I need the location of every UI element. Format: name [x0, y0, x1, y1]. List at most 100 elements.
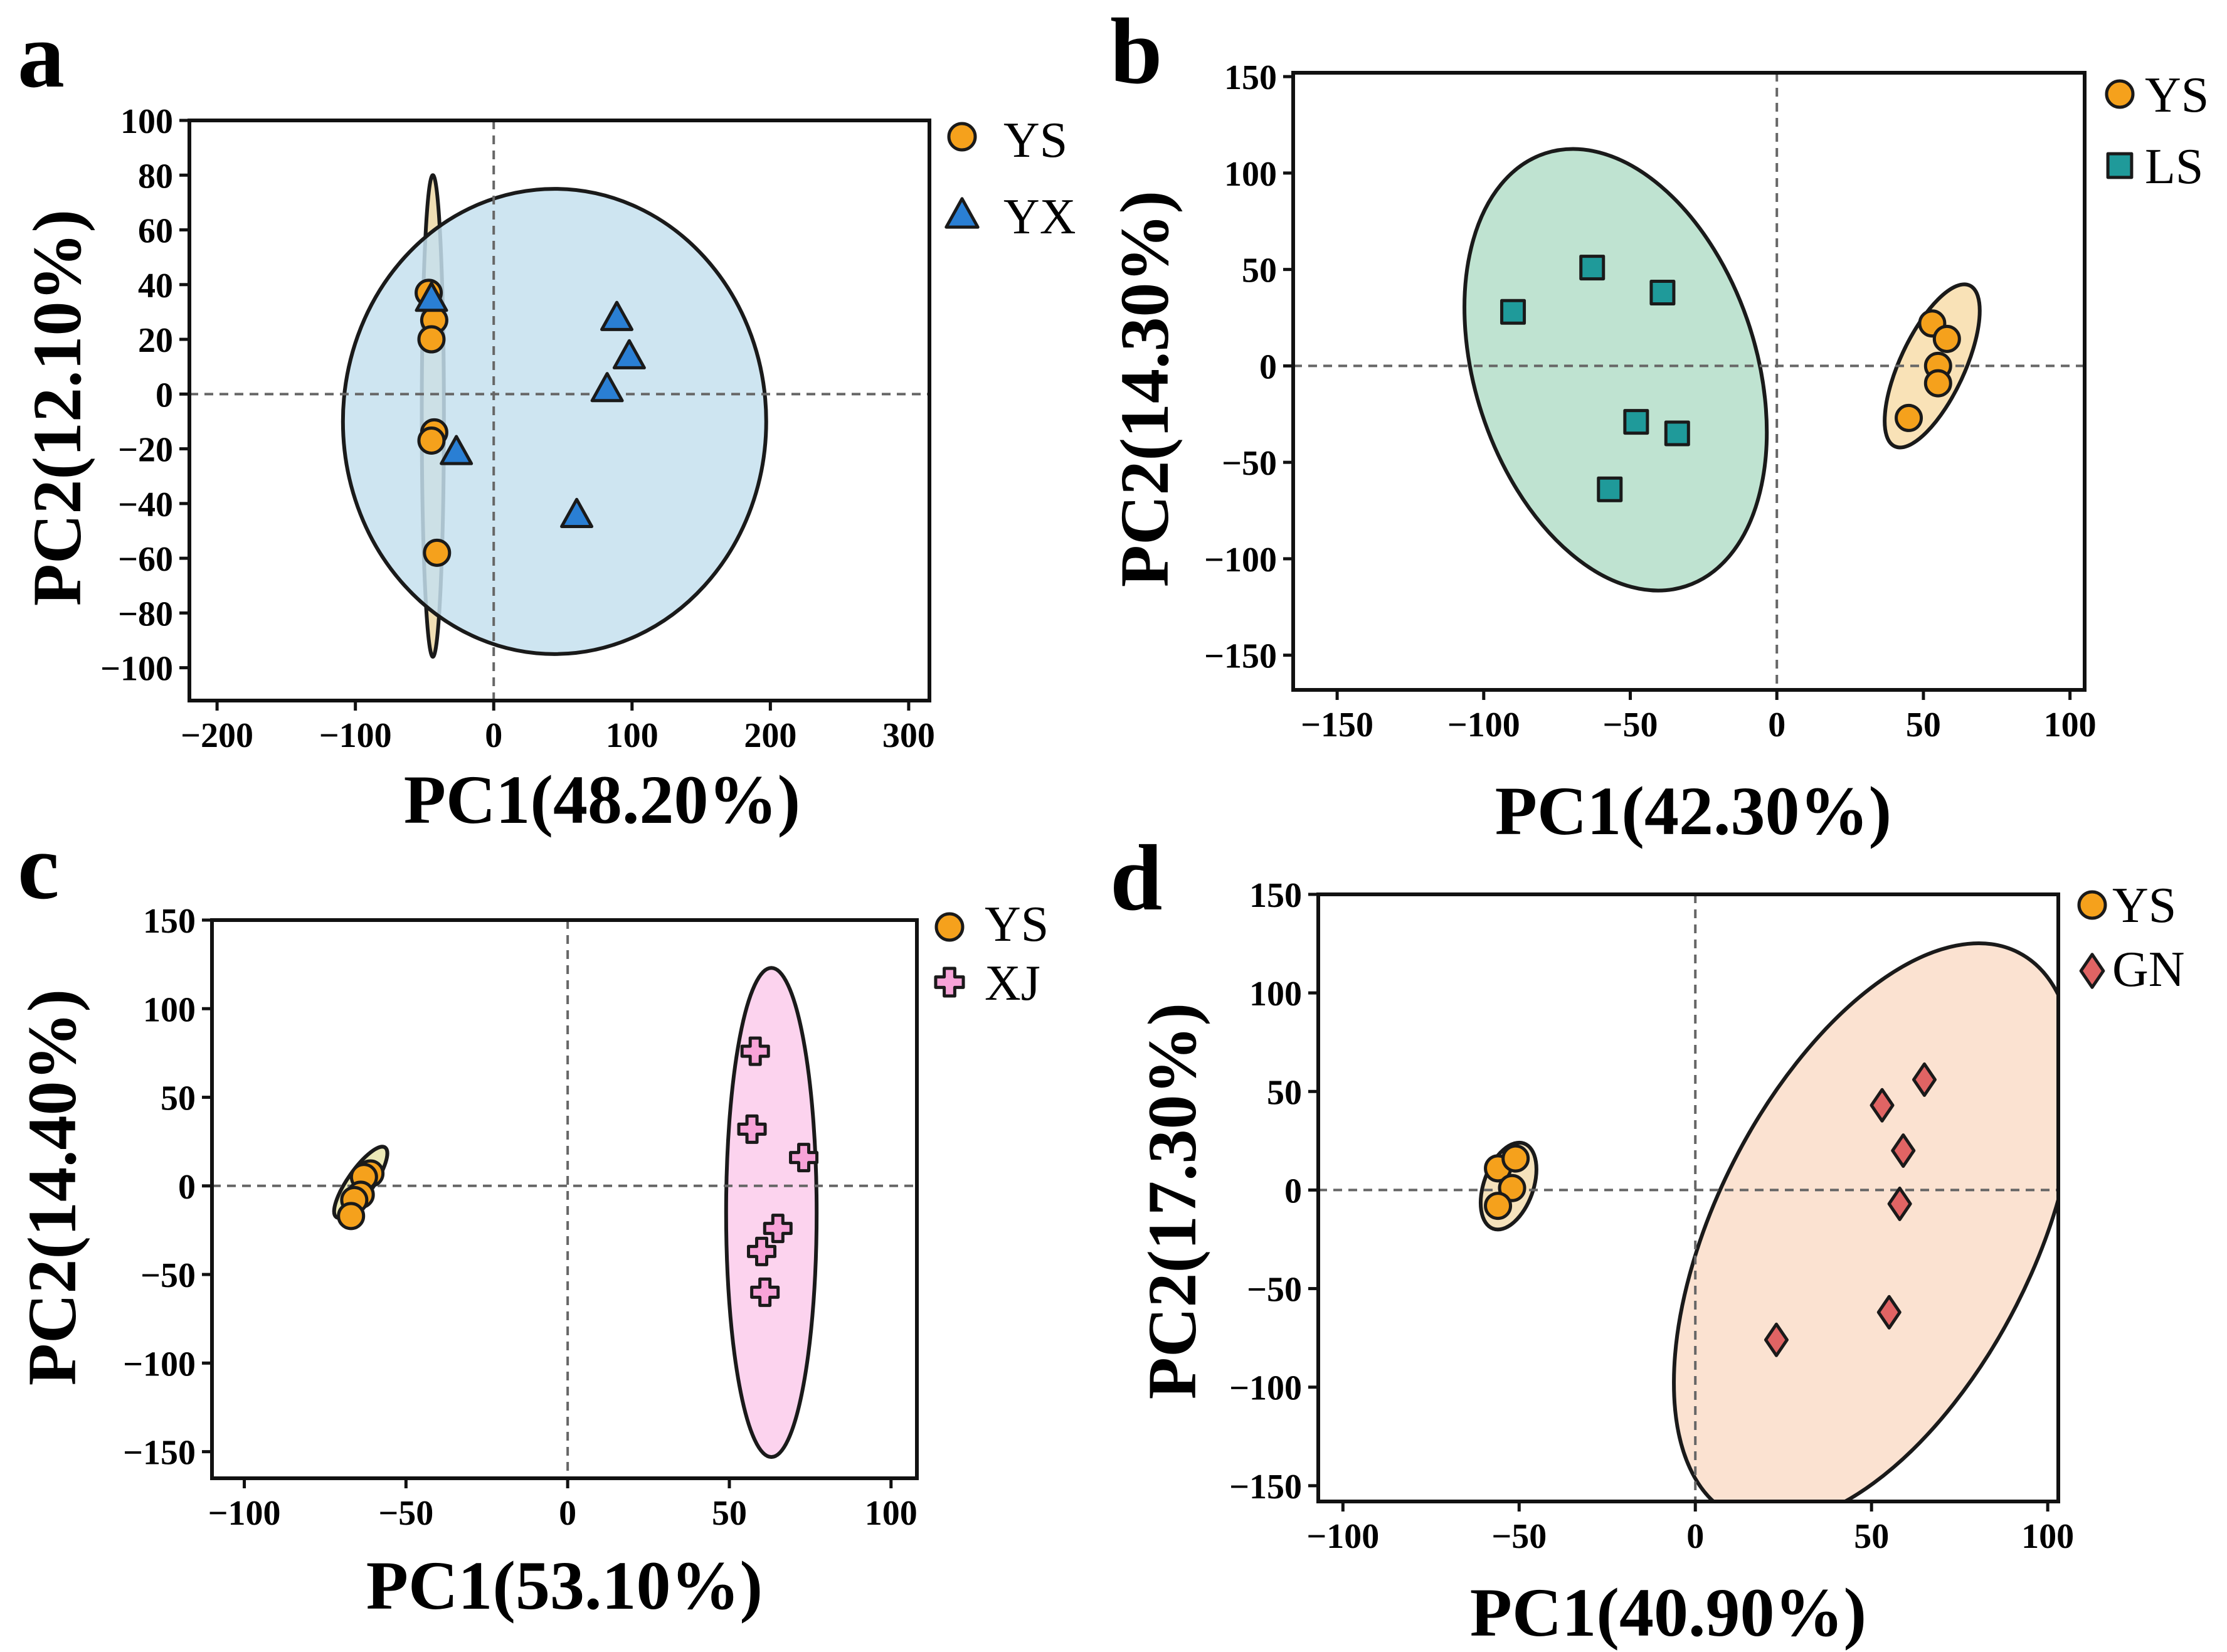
- x-tick-label-d: −50: [1491, 1517, 1547, 1556]
- point-a-ys: [423, 538, 452, 567]
- y-axis-title-d: PC2(17.30%): [1134, 1003, 1210, 1399]
- point-b-ls: [1623, 409, 1649, 435]
- x-tick-label-d: 50: [1854, 1517, 1889, 1556]
- legend-symbol-d-gn: [2079, 953, 2105, 989]
- point-d-gn: [1887, 1186, 1912, 1221]
- ellipse-a-yx: [341, 187, 768, 656]
- panel-letter-d: d: [1110, 826, 1162, 930]
- x-tick-label-b: −50: [1603, 706, 1658, 744]
- x-tick-label-a: 300: [882, 716, 935, 755]
- x-tick-label-d: 100: [2021, 1517, 2074, 1556]
- plot-content-d: [1318, 894, 2058, 1501]
- legend-a: YS YX: [944, 113, 1076, 245]
- x-axis-title-b: PC1(42.30%): [1495, 773, 1891, 849]
- point-c-xj: [750, 1277, 780, 1307]
- x-tick-label-c: 0: [559, 1494, 576, 1533]
- x-tick-label-a: −200: [181, 716, 253, 755]
- point-b-ls: [1579, 255, 1605, 281]
- y-tick-label-a: −20: [118, 431, 173, 470]
- plot-area-c: −100 −50 0 50 100 150 100 50 0 −50 −100 −150: [123, 902, 919, 1533]
- x-tick-label-b: 100: [2044, 706, 2097, 744]
- legend-symbol-a-ys: [947, 122, 977, 152]
- y-tick-label-c: 100: [143, 990, 196, 1029]
- legend-label-b-ys: YS: [2145, 68, 2209, 123]
- y-axis-title-b: PC2(14.30%): [1106, 191, 1183, 587]
- y-tick-label-b: 150: [1224, 58, 1277, 97]
- x-tick-label-b: −150: [1301, 706, 1373, 744]
- x-tick-label-b: 50: [1906, 706, 1941, 744]
- y-tick-label-c: −50: [140, 1256, 196, 1295]
- y-tick-label-a: 80: [138, 157, 173, 196]
- point-a-yx: [590, 372, 624, 403]
- point-a-ys: [417, 426, 446, 455]
- plot-content-a: [189, 120, 929, 701]
- legend-b: YS LS: [2105, 68, 2209, 194]
- plot-content-c: [212, 920, 917, 1478]
- y-tick-label-b: −150: [1204, 637, 1277, 676]
- y-tick-label-d: 0: [1284, 1172, 1302, 1210]
- point-b-ys: [1895, 403, 1923, 432]
- legend-symbol-c-xj: [934, 966, 965, 998]
- plot-content-b: [1293, 73, 2085, 690]
- point-b-ls: [1649, 280, 1676, 306]
- y-tick-label-d: −50: [1247, 1271, 1302, 1310]
- x-tick-label-c: 50: [712, 1494, 747, 1533]
- legend-label-c-xj: XJ: [985, 956, 1040, 1011]
- x-axis-title-c: PC1(53.10%): [366, 1547, 763, 1624]
- panel-letter-c: c: [18, 815, 60, 919]
- point-d-gn: [1912, 1062, 1937, 1097]
- plot-frame-a: [188, 119, 931, 702]
- legend-label-b-ls: LS: [2145, 139, 2203, 194]
- x-tick-label-d: 0: [1686, 1517, 1704, 1556]
- plot-frame-c: [210, 918, 919, 1480]
- point-b-ls: [1597, 476, 1623, 502]
- legend-marker-c-xj: [934, 966, 965, 998]
- y-tick-label-b: 50: [1242, 252, 1277, 290]
- y-tick-label-a: −100: [100, 650, 173, 689]
- x-axis-title-a: PC1(48.20%): [404, 761, 800, 838]
- panel-letter-b: b: [1110, 0, 1162, 103]
- legend-symbol-c-ys: [934, 912, 965, 942]
- x-tick-label-a: 100: [606, 716, 659, 755]
- panel-letter-a: a: [18, 3, 65, 107]
- plot-frame-d: [1316, 892, 2060, 1503]
- point-b-ys: [1932, 324, 1961, 353]
- point-d-gn: [1876, 1295, 1902, 1330]
- legend-symbol-d-ys: [2077, 890, 2107, 920]
- legend-symbol-b-ls: [2106, 152, 2134, 179]
- ellipse-d-gn: [1672, 941, 2058, 1501]
- y-tick-label-a: −40: [118, 485, 173, 524]
- plot-frame-b: [1291, 71, 2087, 692]
- y-tick-label-c: 150: [143, 902, 196, 941]
- y-tick-label-a: 100: [120, 102, 173, 141]
- panel-b: b −150 −100 −50 0 50 100 150 100 50 0 −50 −100−150 …: [1106, 0, 2209, 849]
- point-a-yx: [600, 300, 634, 331]
- y-tick-label-a: 40: [138, 267, 173, 305]
- y-tick-label-b: 100: [1224, 155, 1277, 194]
- y-tick-label-d: −150: [1229, 1468, 1302, 1506]
- legend-c: YS XJ: [934, 897, 1049, 1011]
- point-c-xj: [747, 1236, 777, 1266]
- y-tick-label-b: 0: [1259, 347, 1277, 386]
- y-tick-label-a: 20: [138, 321, 173, 360]
- point-a-yx: [415, 282, 448, 312]
- legend-marker-a-ys: [947, 122, 977, 152]
- point-a-yx: [612, 339, 646, 369]
- point-d-gn: [1870, 1088, 1895, 1123]
- point-a-yx: [440, 435, 473, 465]
- x-tick-label-a: 200: [744, 716, 796, 755]
- x-tick-label-a: 0: [485, 716, 502, 755]
- legend-symbol-a-yx: [944, 197, 980, 229]
- legend-label-d-ys: YS: [2112, 878, 2176, 933]
- legend-marker-c-ys: [934, 912, 965, 942]
- point-c-xj: [737, 1114, 767, 1144]
- x-tick-label-c: −50: [378, 1494, 433, 1533]
- y-tick-label-b: −50: [1222, 444, 1277, 483]
- y-tick-label-a: 60: [138, 212, 173, 251]
- point-c-xj: [763, 1214, 793, 1244]
- x-tick-label-c: 100: [865, 1494, 918, 1533]
- y-tick-label-d: 50: [1267, 1073, 1302, 1112]
